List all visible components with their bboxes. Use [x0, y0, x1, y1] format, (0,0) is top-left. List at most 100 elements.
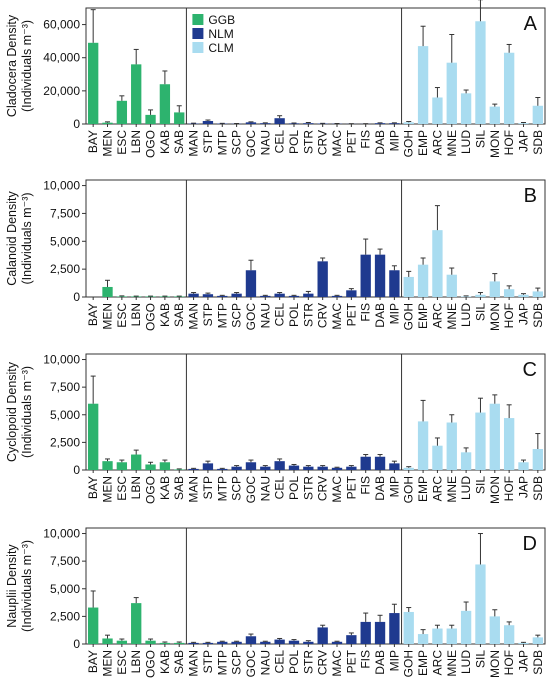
bar-jap [518, 642, 529, 644]
bar-hof [503, 289, 515, 297]
bar-ogo [145, 640, 156, 644]
x-tick-label: KAB [158, 476, 172, 500]
plot-frame [85, 353, 546, 471]
x-tick-label: ARC [430, 650, 444, 676]
bar-nau [260, 466, 271, 470]
panel-letter: B [524, 185, 537, 207]
x-tick-label: CRV [316, 650, 330, 675]
x-tick-label: NAU [258, 650, 272, 675]
bar-pet [346, 466, 357, 470]
x-tick-label: FIS [359, 476, 373, 495]
y-tick-label: 10,000 [43, 353, 80, 367]
bar-goh [403, 467, 414, 470]
y-tick-label: 20,000 [43, 84, 80, 98]
bar-dab [374, 621, 386, 644]
bar-str [303, 123, 314, 124]
bar-goc [245, 270, 257, 297]
bar-men [102, 461, 113, 470]
y-tick-label: 2,500 [50, 435, 80, 449]
y-tick-label: 60,000 [43, 18, 80, 32]
bar-fis [360, 456, 371, 470]
bar-str [303, 641, 314, 644]
x-tick-label: ESC [115, 130, 129, 155]
x-tick-label: ARC [430, 476, 444, 502]
bar-sil [475, 412, 486, 470]
x-tick-label: GOC [244, 130, 258, 158]
plot-frame [85, 7, 546, 125]
x-tick-label: MON [488, 650, 502, 678]
x-tick-label: MEN [101, 650, 115, 677]
bar-mac [331, 641, 343, 644]
bar-sdb [532, 105, 543, 124]
panel-d: 0 2,500 5,000 7,500 10,000 Nauplii Density (In… [5, 527, 546, 678]
bar-lbn [131, 296, 142, 297]
x-tick-label: STR [301, 303, 315, 327]
x-tick-label: DAB [373, 476, 387, 501]
bar-mon [489, 281, 500, 297]
x-tick-label: CEL [273, 476, 287, 500]
bar-scp [231, 641, 242, 644]
bar-scp [231, 466, 242, 470]
x-tick-label: FIS [359, 303, 373, 322]
bar-man [188, 468, 199, 470]
x-tick-label: GOC [244, 303, 258, 331]
bar-goh [403, 276, 414, 297]
x-tick-label: MAN [187, 476, 201, 503]
x-tick-label: GOH [402, 476, 416, 503]
x-tick-label: GOH [402, 130, 416, 157]
bar-pol [288, 295, 300, 297]
legend-label-nlm: NLM [208, 27, 233, 41]
x-tick-label: GOC [244, 476, 258, 504]
panel-letter: C [523, 359, 537, 381]
legend-swatch-clm [192, 42, 204, 53]
x-tick-label: MIP [387, 303, 401, 324]
bar-hof [503, 625, 515, 644]
x-tick-label: MNE [445, 650, 459, 677]
bar-kab [159, 84, 171, 124]
bar-dab [374, 254, 386, 297]
x-tick-label: STR [301, 130, 315, 154]
bar-arc [432, 445, 443, 470]
y-axis-label-units: (Individuals m⁻³) [20, 540, 34, 632]
x-tick-label: SAB [172, 650, 186, 674]
x-tick-label: EMP [416, 130, 430, 156]
y-tick-label: 2,500 [50, 262, 80, 276]
bar-bay [88, 42, 99, 124]
x-tick-label: SAB [172, 130, 186, 154]
x-tick-label: LUD [459, 130, 473, 154]
y-axis-label-units: (Individuals m⁻³) [20, 366, 34, 458]
bar-sdb [532, 449, 543, 470]
x-tick-label: BAY [86, 476, 100, 499]
x-tick-label: JAP [516, 130, 530, 152]
bar-sab [174, 112, 185, 124]
bar-mon [489, 616, 500, 644]
x-tick-label: SCP [230, 303, 244, 328]
bar-sdb [532, 291, 543, 297]
x-tick-label: CRV [316, 130, 330, 155]
bar-jap [518, 123, 529, 124]
bar-fis [360, 621, 371, 644]
x-tick-label: LBN [129, 303, 143, 326]
x-tick-label: SCP [230, 476, 244, 501]
bar-ogo [145, 464, 156, 470]
bar-nau [260, 123, 271, 124]
x-tick-label: POL [287, 130, 301, 154]
bar-stp [202, 121, 214, 124]
x-tick-label: PET [344, 129, 358, 153]
y-tick-label: 2,500 [50, 609, 80, 623]
bar-lud [460, 93, 472, 124]
x-tick-label: HOF [502, 130, 516, 155]
bar-lud [460, 452, 472, 470]
x-tick-label: STP [201, 130, 215, 153]
x-tick-label: MAN [187, 303, 201, 330]
x-tick-label: EMP [416, 476, 430, 502]
x-tick-label: MTP [215, 303, 229, 328]
x-tick-label: ESC [115, 476, 129, 501]
bar-man [188, 293, 199, 297]
x-tick-label: NAU [258, 476, 272, 501]
x-tick-label: LBN [129, 476, 143, 499]
x-tick-label: MON [488, 303, 502, 331]
bar-arc [432, 230, 443, 297]
panel-c: 0 2,500 5,000 7,500 10,000 Cyclopoid Density(… [5, 353, 546, 504]
